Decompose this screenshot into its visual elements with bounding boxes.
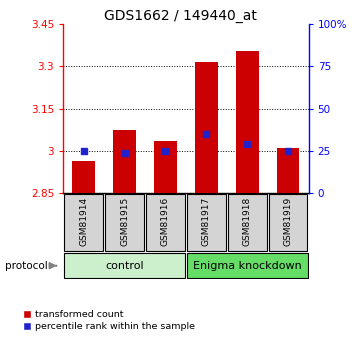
Bar — [195, 62, 218, 193]
Bar — [105, 194, 144, 251]
Text: protocol: protocol — [5, 261, 48, 270]
Text: GSM81915: GSM81915 — [120, 197, 129, 246]
Bar — [146, 194, 185, 251]
Text: control: control — [105, 261, 144, 270]
Bar — [277, 148, 299, 193]
Text: GDS1662 / 149440_at: GDS1662 / 149440_at — [104, 9, 257, 23]
Text: Enigma knockdown: Enigma knockdown — [193, 261, 302, 270]
Text: GSM81919: GSM81919 — [284, 197, 293, 246]
Bar — [187, 194, 226, 251]
Text: GSM81918: GSM81918 — [243, 197, 252, 246]
Bar — [72, 161, 95, 193]
Bar — [64, 194, 103, 251]
Bar — [154, 141, 177, 193]
Text: GSM81914: GSM81914 — [79, 197, 88, 246]
Text: GSM81916: GSM81916 — [161, 197, 170, 246]
Bar — [113, 130, 136, 193]
Bar — [64, 253, 185, 278]
Text: GSM81917: GSM81917 — [202, 197, 211, 246]
Bar — [187, 253, 308, 278]
Bar — [228, 194, 266, 251]
Legend: transformed count, percentile rank within the sample: transformed count, percentile rank withi… — [19, 307, 199, 335]
Bar — [269, 194, 308, 251]
Bar — [236, 51, 258, 193]
